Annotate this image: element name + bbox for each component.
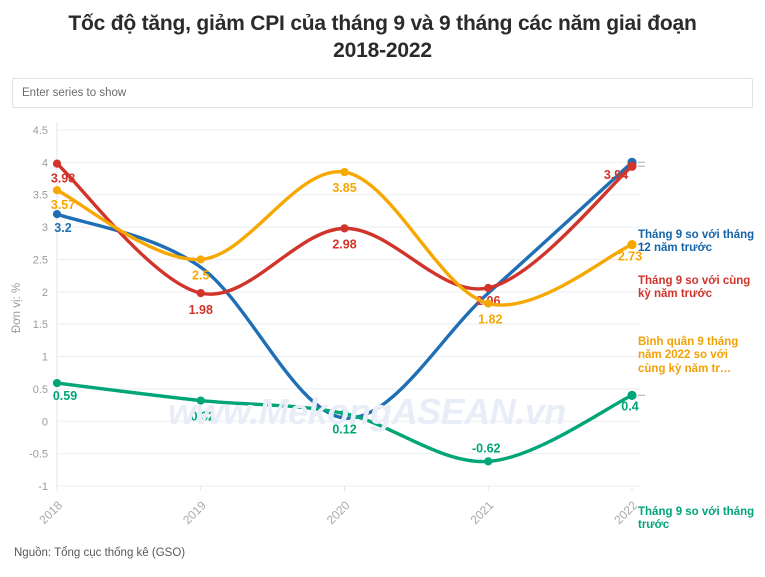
x-axis-tick-label: 2022 <box>611 498 640 527</box>
data-point-label: 3.94 <box>604 168 628 182</box>
data-point-label: -0.62 <box>472 441 501 455</box>
y-axis-tick-label: 4 <box>42 157 48 169</box>
y-axis-title: Đơn vị: % <box>11 282 23 332</box>
chart-svg: 4.5 4 3.5 3 2.5 2 1.5 1 0.5 0 -0.5 -1 Đơn vị: % 2018 2… <box>11 121 645 527</box>
legend-item-orange[interactable]: Bình quân 9 tháng năm 2022 so với cùng k… <box>638 335 739 375</box>
data-point-marker[interactable] <box>52 378 62 387</box>
y-axis-tick-label: 4.5 <box>33 125 48 137</box>
series-input[interactable] <box>12 77 753 108</box>
data-point-label: 1.98 <box>189 303 213 317</box>
data-point-marker[interactable] <box>196 254 205 264</box>
chart-plot-area: 4.5 4 3.5 3 2.5 2 1.5 1 0.5 0 -0.5 -1 Đơn vị: % 2018 2… <box>0 108 765 538</box>
data-point-marker[interactable] <box>340 167 349 176</box>
y-axis-tick-label: 3.5 <box>33 189 48 201</box>
data-point-label: 2.73 <box>618 249 642 263</box>
x-axis-tick-label: 2019 <box>180 498 209 527</box>
data-point-label: 1.82 <box>478 312 502 326</box>
y-axis-tick-label: 1 <box>42 351 48 363</box>
y-axis-tick-label: 2 <box>42 286 48 298</box>
y-axis-tick-label: 1.5 <box>33 319 48 331</box>
data-point-marker[interactable] <box>484 456 493 466</box>
x-axis-tick-label: 2020 <box>324 498 353 527</box>
data-point-label: 0.12 <box>332 422 356 436</box>
x-axis-tick-label: 2018 <box>36 498 65 527</box>
y-axis-tick-label: 0.5 <box>33 384 48 396</box>
data-point-marker[interactable] <box>484 298 493 308</box>
data-point-label: 2.98 <box>332 237 356 251</box>
data-point-marker[interactable] <box>52 185 62 194</box>
data-point-marker[interactable] <box>340 223 349 233</box>
data-point-marker[interactable] <box>340 408 349 418</box>
y-axis-tick-label: -0.5 <box>29 448 48 460</box>
series-input-container <box>12 77 753 108</box>
series-line[interactable] <box>55 160 634 420</box>
data-point-marker[interactable] <box>52 159 62 168</box>
data-point-label: 3.2 <box>54 221 71 235</box>
y-axis-tick-label: 3 <box>42 222 48 234</box>
data-point-label: 0.4 <box>621 399 638 413</box>
data-point-label: 2.5 <box>192 268 209 282</box>
y-axis-tick-label: -1 <box>38 481 48 493</box>
data-point-label: 0.32 <box>191 409 215 423</box>
data-point-label: 0.59 <box>53 389 77 403</box>
data-point-marker[interactable] <box>196 288 205 297</box>
data-point-marker[interactable] <box>484 283 493 292</box>
data-point-label: 3.85 <box>332 181 356 195</box>
source-note: Nguồn: Tổng cục thống kê (GSO) <box>14 547 186 559</box>
data-point-label: 3.98 <box>51 171 75 185</box>
y-axis-tick-label: 0 <box>42 416 48 428</box>
legend-item-red[interactable]: Tháng 9 so với cùng kỳ năm trước <box>638 274 751 301</box>
data-point-label: 3.57 <box>51 198 75 212</box>
y-axis-tick-label: 2.5 <box>33 254 48 266</box>
legend-item-green[interactable]: Tháng 9 so với tháng trước <box>638 505 755 532</box>
series-end-marker[interactable] <box>627 239 637 249</box>
x-axis-tick-label: 2021 <box>468 498 497 527</box>
page-title: Tốc độ tăng, giảm CPI của tháng 9 và 9 t… <box>68 12 697 63</box>
data-point-marker[interactable] <box>52 209 62 218</box>
series-end-marker[interactable] <box>627 390 637 400</box>
data-point-marker[interactable] <box>196 396 205 405</box>
legend-item-blue[interactable]: Tháng 9 so với tháng 12 năm trước <box>638 228 755 255</box>
series-end-marker[interactable] <box>627 161 637 171</box>
